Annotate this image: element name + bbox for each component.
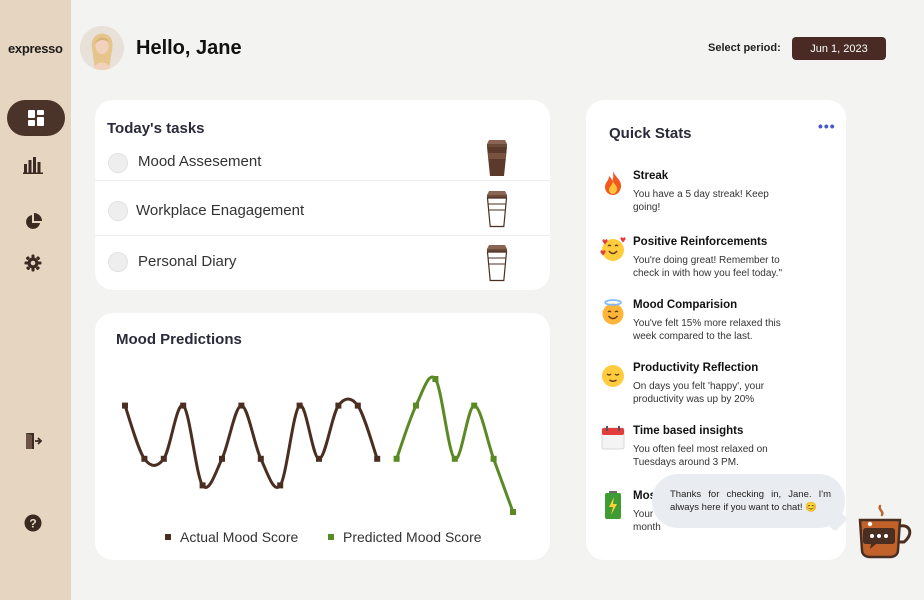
fire-emoji-icon [605, 171, 622, 195]
data-point-actual [160, 455, 167, 462]
empty-coffee-cup-icon [486, 245, 508, 282]
svg-text:?: ? [29, 517, 36, 531]
sidebar: expresso [0, 0, 71, 600]
sidebar-item-dashboard[interactable] [7, 100, 65, 136]
task-row[interactable]: Mood Assesement [95, 134, 550, 186]
bar-chart-icon [23, 157, 43, 174]
logout-door-icon [26, 433, 42, 449]
chat-bubble[interactable]: Thanks for checking in, Jane. I'm always… [652, 474, 845, 528]
avatar[interactable] [80, 26, 124, 70]
data-point-predicted [490, 455, 497, 462]
stat-text: You're doing great! Remember to check in… [633, 255, 782, 279]
task-row[interactable]: Workplace Enagagement [95, 180, 550, 232]
data-point-actual [122, 402, 128, 409]
gear-icon [24, 254, 42, 272]
data-point-actual [374, 455, 381, 462]
data-point-predicted [413, 402, 419, 409]
data-point-actual [316, 455, 322, 462]
grid-icon [28, 110, 44, 126]
data-point-actual [296, 402, 303, 409]
app-logo: expresso [8, 41, 63, 56]
task-label: Personal Diary [138, 253, 237, 270]
stat-text: You often feel most relaxed on Tuesdays … [633, 444, 768, 468]
data-point-actual [219, 455, 225, 462]
series-line-predicted [395, 375, 515, 513]
tasks-card: Today's tasks Mood Assesement Workplace … [95, 100, 550, 290]
legend-actual: Actual Mood Score [165, 529, 298, 545]
stat-text: You've felt 15% more relaxed this week c… [633, 318, 781, 342]
stat-title: Positive Reinforcements [633, 236, 768, 248]
task-checkbox[interactable] [108, 252, 128, 272]
sidebar-item-analytics[interactable] [18, 150, 48, 180]
filled-coffee-cup-icon [487, 140, 507, 176]
data-point-actual [335, 402, 342, 409]
relieved-face-emoji-icon [602, 365, 624, 387]
task-checkbox[interactable] [108, 153, 128, 173]
more-dots-icon[interactable]: ••• [818, 118, 836, 134]
battery-emoji-icon [605, 491, 621, 519]
data-point-actual [141, 455, 148, 462]
stat-text: You have a 5 day streak! Keep going! [633, 189, 769, 213]
series-line-actual [123, 397, 379, 489]
mood-predictions-card: Mood Predictions Actual Mood Score Predi… [95, 313, 550, 560]
stats-title: Quick Stats [609, 125, 692, 142]
period-label: Select period: [708, 42, 781, 54]
data-point-predicted [510, 509, 516, 515]
stat-title: Streak [633, 170, 669, 182]
data-point-actual [354, 402, 361, 409]
data-point-predicted [471, 402, 478, 409]
page-title: Hello, Jane [136, 37, 242, 59]
data-point-actual [257, 455, 264, 462]
stat-title: Time based insights [633, 425, 744, 437]
task-label: Mood Assesement [138, 153, 262, 170]
data-point-predicted [451, 455, 458, 462]
mood-title: Mood Predictions [116, 331, 242, 348]
data-point-actual [238, 402, 245, 409]
data-point-predicted [432, 376, 439, 382]
hearts-face-emoji-icon [600, 237, 626, 261]
chat-coffee-cup-icon[interactable] [856, 504, 916, 560]
legend-label-predicted: Predicted Mood Score [343, 529, 482, 545]
stat-title: Mos [633, 490, 656, 502]
legend-swatch-actual [165, 534, 171, 540]
legend-swatch-predicted [328, 534, 334, 540]
data-point-predicted [393, 455, 400, 462]
sidebar-item-help[interactable]: ? [18, 508, 48, 538]
task-row[interactable]: Personal Diary [95, 235, 550, 287]
user-avatar-icon [80, 26, 124, 70]
stat-text: Your month [633, 509, 661, 533]
data-point-actual [277, 482, 284, 489]
data-point-actual [180, 402, 187, 409]
halo-face-emoji-icon [602, 299, 624, 325]
legend-predicted: Predicted Mood Score [328, 529, 482, 545]
stat-title: Productivity Reflection [633, 362, 759, 374]
data-point-actual [199, 482, 206, 489]
calendar-emoji-icon [601, 426, 625, 450]
sidebar-item-settings[interactable] [18, 248, 48, 278]
legend-label-actual: Actual Mood Score [180, 529, 299, 545]
stat-title: Mood Comparision [633, 299, 738, 311]
period-select-button[interactable]: Jun 1, 2023 [792, 37, 886, 60]
sidebar-item-reports[interactable] [18, 207, 48, 237]
tasks-title: Today's tasks [107, 120, 205, 137]
quick-stats-card: Quick Stats ••• Streak You have a 5 day … [586, 100, 846, 560]
pie-chart-icon [26, 213, 42, 229]
stat-text: On days you felt 'happy', your productiv… [633, 381, 765, 405]
help-icon: ? [24, 514, 42, 532]
mood-chart [122, 375, 516, 515]
task-checkbox[interactable] [108, 201, 128, 221]
empty-coffee-cup-icon [486, 191, 508, 228]
task-label: Workplace Enagagement [136, 202, 305, 219]
sidebar-item-logout[interactable] [18, 426, 48, 456]
